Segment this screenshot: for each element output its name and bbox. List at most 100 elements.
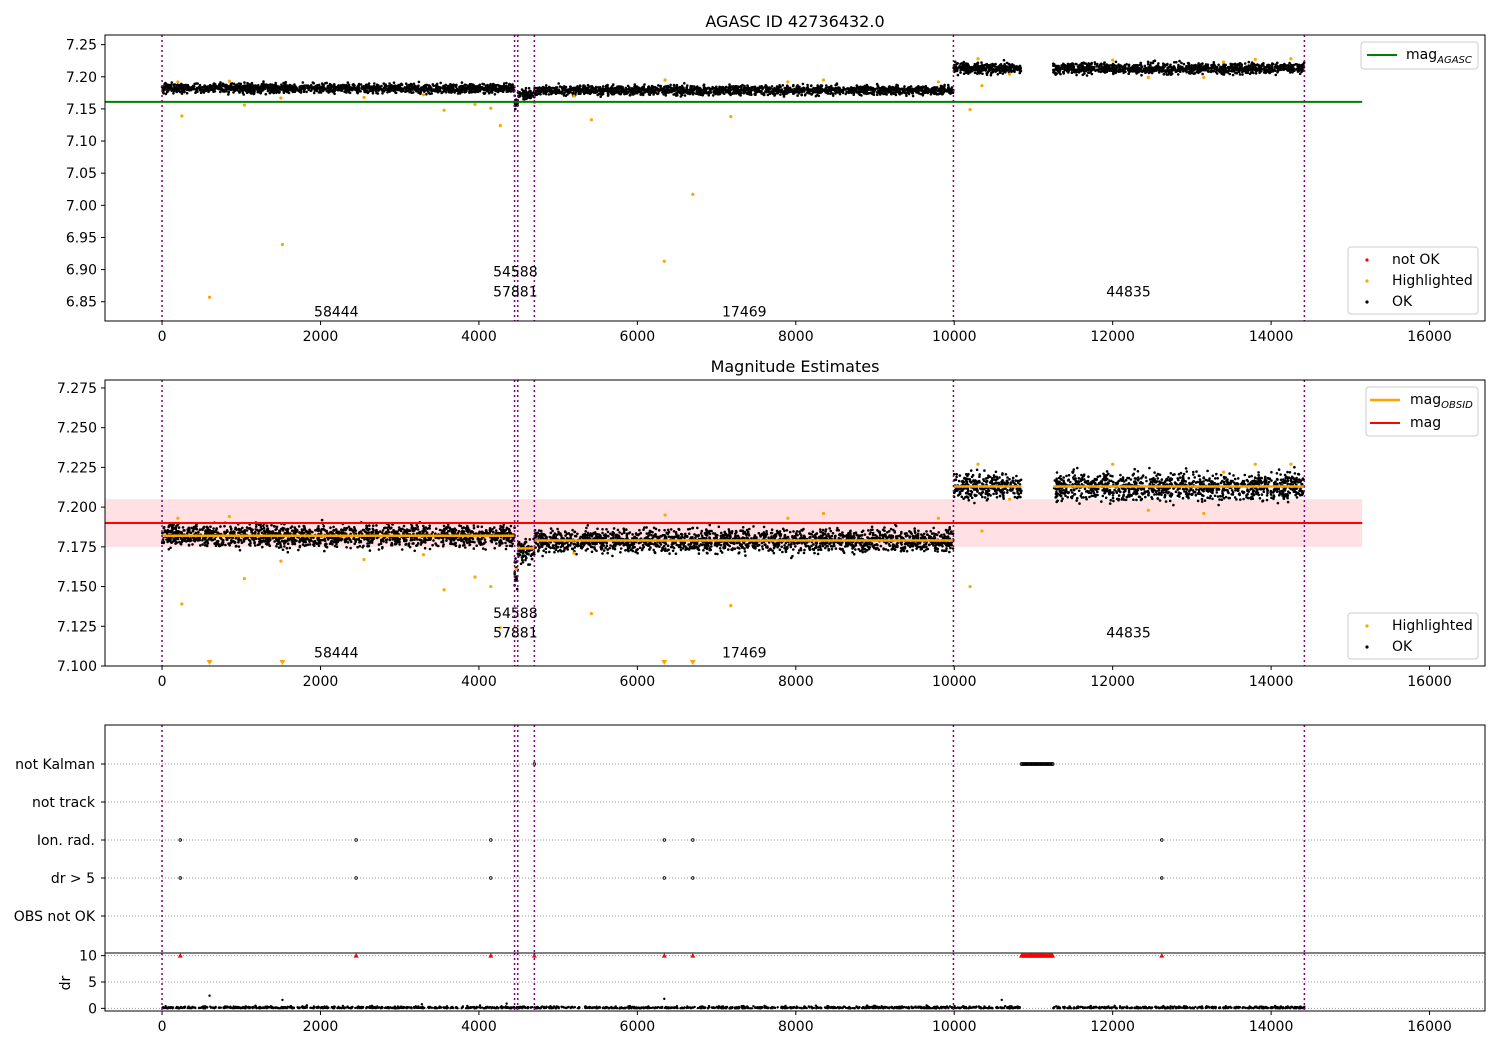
agasc-ok-point bbox=[394, 87, 397, 90]
agasc-ok-point bbox=[649, 90, 653, 93]
agasc-ok-point bbox=[685, 88, 689, 91]
agasc-ok-point bbox=[1139, 63, 1142, 67]
agasc-ok-point bbox=[916, 85, 919, 89]
agasc-ok-point bbox=[636, 91, 639, 95]
agasc-ok-point bbox=[834, 83, 837, 87]
agasc-ok-point bbox=[320, 89, 324, 92]
agasc-ok-point bbox=[346, 81, 350, 84]
agasc-ok-point bbox=[689, 92, 692, 95]
agasc-ok-point bbox=[849, 87, 853, 90]
agasc-ok-point bbox=[1146, 60, 1150, 64]
agasc-ok-point bbox=[648, 93, 652, 96]
agasc-ok-point bbox=[1002, 65, 1006, 69]
agasc-ok-point bbox=[934, 86, 938, 89]
agasc-ok-point bbox=[1110, 66, 1114, 70]
agasc-ok-point bbox=[1276, 71, 1279, 74]
agasc-ok-point bbox=[422, 84, 426, 88]
agasc-ok-point bbox=[1178, 59, 1181, 63]
agasc-ok-point bbox=[400, 90, 404, 93]
agasc-ok-point bbox=[1271, 62, 1274, 65]
agasc-ok-point bbox=[287, 91, 291, 95]
agasc-ok-point bbox=[1165, 73, 1169, 76]
agasc-ok-point bbox=[468, 91, 471, 94]
agasc-highlighted-point bbox=[279, 96, 283, 100]
agasc-ok-point bbox=[536, 89, 539, 92]
agasc-highlighted-point bbox=[498, 124, 502, 128]
agasc-xtick-label: 0 bbox=[158, 329, 167, 345]
agasc-ok-point bbox=[432, 84, 435, 88]
agasc-ok-point bbox=[494, 89, 498, 92]
agasc-ok-point bbox=[974, 65, 977, 69]
agasc-ok-point bbox=[169, 85, 173, 88]
agasc-ok-point bbox=[911, 94, 915, 98]
agasc-ok-point bbox=[573, 86, 577, 90]
agasc-ok-point bbox=[400, 82, 403, 86]
agasc-ok-point bbox=[442, 87, 446, 91]
agasc-highlighted-point bbox=[442, 108, 446, 112]
agasc-ok-point bbox=[1076, 65, 1080, 68]
agasc-ok-point bbox=[469, 85, 472, 88]
agasc-ok-point bbox=[859, 85, 862, 89]
agasc-ok-point bbox=[996, 69, 999, 72]
agasc-ok-point bbox=[918, 89, 921, 92]
agasc-ok-point bbox=[404, 82, 408, 85]
agasc-ok-point bbox=[800, 93, 804, 97]
agasc-ok-point bbox=[818, 87, 822, 90]
agasc-ytick-label: 7.15 bbox=[66, 102, 97, 118]
agasc-ok-point bbox=[493, 93, 497, 96]
agasc-ok-point bbox=[675, 94, 678, 97]
agasc-ok-point bbox=[557, 82, 560, 85]
agasc-ok-point bbox=[314, 87, 318, 91]
agasc-ok-point bbox=[444, 86, 447, 89]
agasc-highlighted-point bbox=[662, 259, 666, 263]
agasc-ok-point bbox=[842, 86, 845, 89]
agasc-ok-point bbox=[1206, 63, 1210, 66]
agasc-ok-point bbox=[348, 91, 352, 95]
agasc-ok-point bbox=[1278, 66, 1281, 70]
agasc-highlighted-point bbox=[1253, 57, 1257, 62]
agasc-ok-point bbox=[478, 89, 482, 93]
agasc-ok-point bbox=[1247, 64, 1250, 67]
agasc-ytick-label: 6.90 bbox=[66, 263, 97, 279]
agasc-ok-point bbox=[214, 87, 218, 90]
agasc-ok-point bbox=[203, 84, 206, 87]
agasc-ok-point bbox=[917, 92, 921, 95]
agasc-ok-point bbox=[878, 93, 882, 96]
agasc-ok-point bbox=[1087, 62, 1090, 65]
agasc-ok-point bbox=[1114, 68, 1118, 71]
agasc-ok-point bbox=[274, 81, 278, 85]
agasc-ok-point bbox=[643, 83, 646, 86]
agasc-ok-point bbox=[453, 91, 457, 94]
agasc-ok-point bbox=[363, 85, 367, 88]
agasc-ok-point bbox=[274, 84, 278, 88]
agasc-ok-point bbox=[765, 87, 768, 91]
agasc-ok-point bbox=[212, 83, 215, 86]
agasc-ok-point bbox=[242, 93, 245, 96]
agasc-ok-point bbox=[375, 91, 378, 95]
agasc-ok-point bbox=[488, 85, 492, 89]
agasc-ok-point bbox=[542, 92, 545, 95]
agasc-ok-point bbox=[1121, 66, 1125, 69]
agasc-ok-point bbox=[1088, 65, 1091, 69]
agasc-ok-point bbox=[507, 83, 511, 86]
agasc-ok-point bbox=[736, 90, 739, 93]
agasc-ok-point bbox=[1001, 69, 1004, 72]
agasc-ok-point bbox=[785, 92, 789, 95]
agasc-ok-point bbox=[590, 89, 594, 93]
agasc-ok-point bbox=[564, 94, 568, 97]
agasc-ok-point bbox=[832, 88, 835, 92]
agasc-ok-point bbox=[1005, 67, 1008, 71]
agasc-ok-point bbox=[863, 87, 867, 91]
agasc-ok-point bbox=[164, 92, 168, 96]
agasc-ok-point bbox=[720, 90, 724, 94]
agasc-xtick-label: 6000 bbox=[620, 329, 656, 345]
agasc-ok-point bbox=[1185, 70, 1188, 74]
agasc-ok-point bbox=[383, 84, 387, 88]
agasc-ok-point bbox=[1062, 67, 1065, 70]
agasc-ok-point bbox=[1166, 62, 1169, 66]
agasc-ok-point bbox=[848, 91, 851, 94]
agasc-xtick-label: 8000 bbox=[778, 329, 814, 345]
agasc-ok-point bbox=[976, 67, 979, 71]
agasc-highlighted-point bbox=[176, 80, 180, 84]
agasc-ok-point bbox=[796, 94, 799, 97]
